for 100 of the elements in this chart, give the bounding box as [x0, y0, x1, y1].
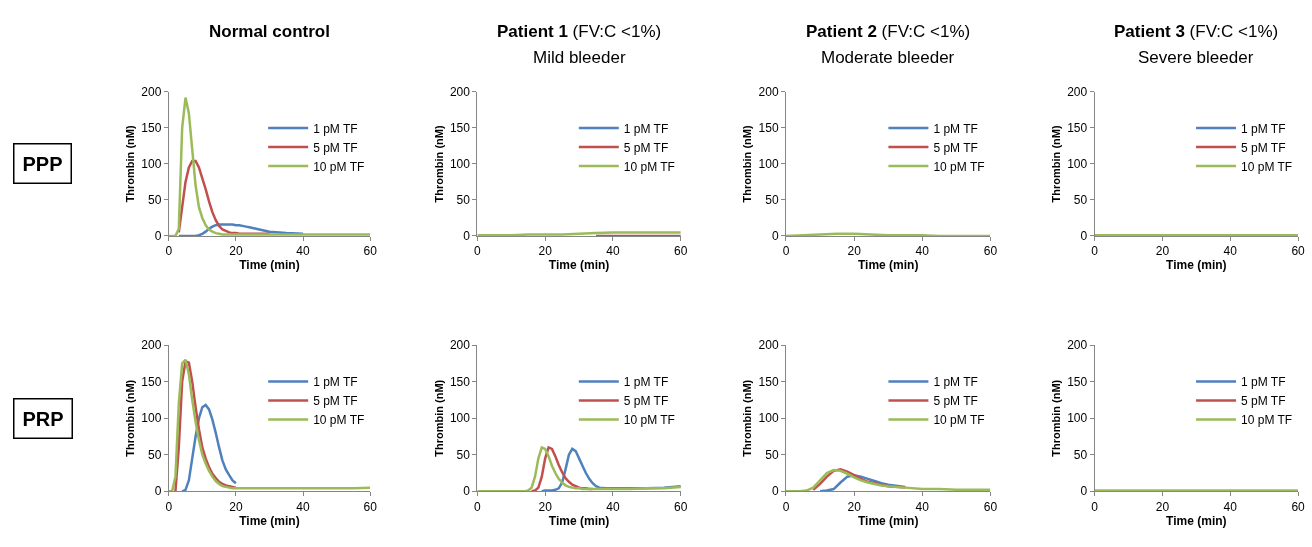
legend-label: 1 pM TF: [933, 375, 978, 390]
x-tick-label: 40: [296, 244, 311, 259]
x-tick-label: 20: [229, 244, 243, 259]
x-tick-label: 60: [363, 499, 378, 514]
y-tick-label: 100: [1067, 411, 1088, 426]
y-tick-label: 50: [456, 447, 471, 462]
x-axis-title: Time (min): [857, 258, 919, 273]
legend-label: 10 pM TF: [1241, 413, 1293, 428]
legend-label: 1 pM TF: [933, 121, 978, 136]
y-tick-label: 0: [463, 229, 471, 244]
y-tick-label: 200: [1067, 84, 1088, 99]
x-tick-label: 20: [229, 499, 243, 514]
y-tick-label: 200: [758, 338, 779, 353]
y-tick-label: 200: [141, 338, 162, 353]
x-tick-label: 40: [1223, 244, 1238, 259]
x-tick-label: 60: [363, 244, 378, 259]
x-axis-title: Time (min): [548, 513, 610, 528]
x-tick-label: 40: [606, 244, 620, 259]
y-axis-title: Thrombin (nM): [432, 125, 445, 203]
legend-label: 5 pM TF: [623, 140, 669, 155]
x-tick-label: 60: [674, 244, 688, 259]
y-axis-title: Thrombin (nM): [741, 125, 754, 203]
x-tick-label: 60: [983, 499, 998, 514]
y-tick-label: 0: [1080, 484, 1088, 499]
x-tick-label: 0: [782, 244, 790, 259]
y-tick-label: 150: [1067, 121, 1088, 136]
x-tick-label: 20: [847, 499, 862, 514]
legend-label: 1 pM TF: [623, 121, 669, 136]
legend-label: 5 pM TF: [933, 394, 978, 409]
x-tick-label: 60: [1291, 499, 1306, 514]
legend-label: 10 pM TF: [933, 413, 985, 428]
legend-label: 10 pM TF: [313, 159, 365, 174]
y-tick-label: 100: [449, 411, 471, 426]
x-tick-label: 0: [165, 499, 173, 514]
x-axis-title: Time (min): [239, 258, 300, 273]
x-tick-label: 20: [1155, 499, 1170, 514]
y-axis-title: Thrombin (nM): [1049, 379, 1062, 457]
x-axis-title: Time (min): [1166, 258, 1227, 273]
x-tick-label: 0: [1091, 244, 1099, 259]
legend-label: 5 pM TF: [933, 140, 978, 155]
x-tick-label: 40: [1223, 499, 1238, 514]
chart-subtitle: Severe bleeder: [1138, 48, 1254, 67]
y-tick-label: 150: [758, 121, 779, 136]
x-tick-label: 0: [474, 499, 482, 514]
text: PRP: [22, 407, 64, 430]
legend-label: 5 pM TF: [1241, 140, 1286, 155]
y-tick-label: 150: [449, 121, 471, 136]
y-tick-label: 150: [141, 374, 162, 389]
y-tick-label: 50: [147, 447, 162, 462]
y-tick-label: 200: [449, 84, 471, 99]
y-tick-label: 150: [758, 374, 779, 389]
legend-label: 1 pM TF: [1241, 121, 1286, 136]
x-axis-title: Time (min): [1166, 513, 1227, 528]
y-tick-label: 100: [758, 157, 779, 172]
legend-label: 1 pM TF: [623, 375, 669, 390]
y-tick-label: 150: [449, 374, 471, 389]
legend-label: 5 pM TF: [1241, 394, 1286, 409]
x-axis-title: Time (min): [548, 258, 610, 273]
legend-label: 10 pM TF: [933, 159, 985, 174]
chart-title: Patient 3 (FV:C <1%): [1114, 22, 1279, 41]
y-tick-label: 200: [141, 84, 162, 99]
y-tick-label: 50: [456, 193, 471, 208]
x-axis-title: Time (min): [857, 513, 919, 528]
x-tick-label: 0: [1091, 499, 1099, 514]
y-axis-title: Thrombin (nM): [123, 379, 136, 457]
chart-title: Patient 2 (FV:C <1%): [806, 22, 971, 41]
y-tick-label: 150: [141, 121, 162, 136]
chart-title: Normal control: [209, 22, 330, 41]
x-tick-label: 40: [915, 244, 930, 259]
y-tick-label: 50: [147, 193, 162, 208]
y-axis-title: Thrombin (nM): [741, 379, 754, 457]
y-tick-label: 0: [771, 229, 779, 244]
legend-label: 10 pM TF: [1241, 159, 1293, 174]
y-axis-title: Thrombin (nM): [123, 125, 136, 203]
legend-label: 5 pM TF: [313, 140, 358, 155]
x-tick-label: 0: [474, 244, 482, 259]
y-tick-label: 0: [463, 484, 471, 499]
y-tick-label: 0: [771, 484, 779, 499]
y-tick-label: 100: [758, 411, 779, 426]
x-tick-label: 60: [983, 244, 998, 259]
legend-label: 1 pM TF: [1241, 375, 1286, 390]
y-tick-label: 50: [1073, 193, 1088, 208]
legend-label: 10 pM TF: [623, 159, 675, 174]
x-tick-label: 60: [674, 499, 688, 514]
y-tick-label: 100: [1067, 157, 1088, 172]
y-tick-label: 100: [449, 157, 471, 172]
y-tick-label: 50: [1073, 447, 1088, 462]
y-tick-label: 0: [154, 229, 162, 244]
x-tick-label: 60: [1291, 244, 1306, 259]
x-tick-label: 0: [782, 499, 790, 514]
y-axis-title: Thrombin (nM): [1049, 125, 1062, 203]
chart-title: Patient 1 (FV:C <1%): [497, 22, 662, 41]
y-axis-title: Thrombin (nM): [432, 379, 445, 457]
y-tick-label: 0: [154, 484, 162, 499]
x-tick-label: 40: [296, 499, 311, 514]
legend-label: 10 pM TF: [313, 413, 365, 428]
x-axis-title: Time (min): [239, 513, 300, 528]
chart-subtitle: Mild bleeder: [533, 48, 626, 67]
y-tick-label: 150: [1067, 374, 1088, 389]
x-tick-label: 40: [606, 499, 620, 514]
